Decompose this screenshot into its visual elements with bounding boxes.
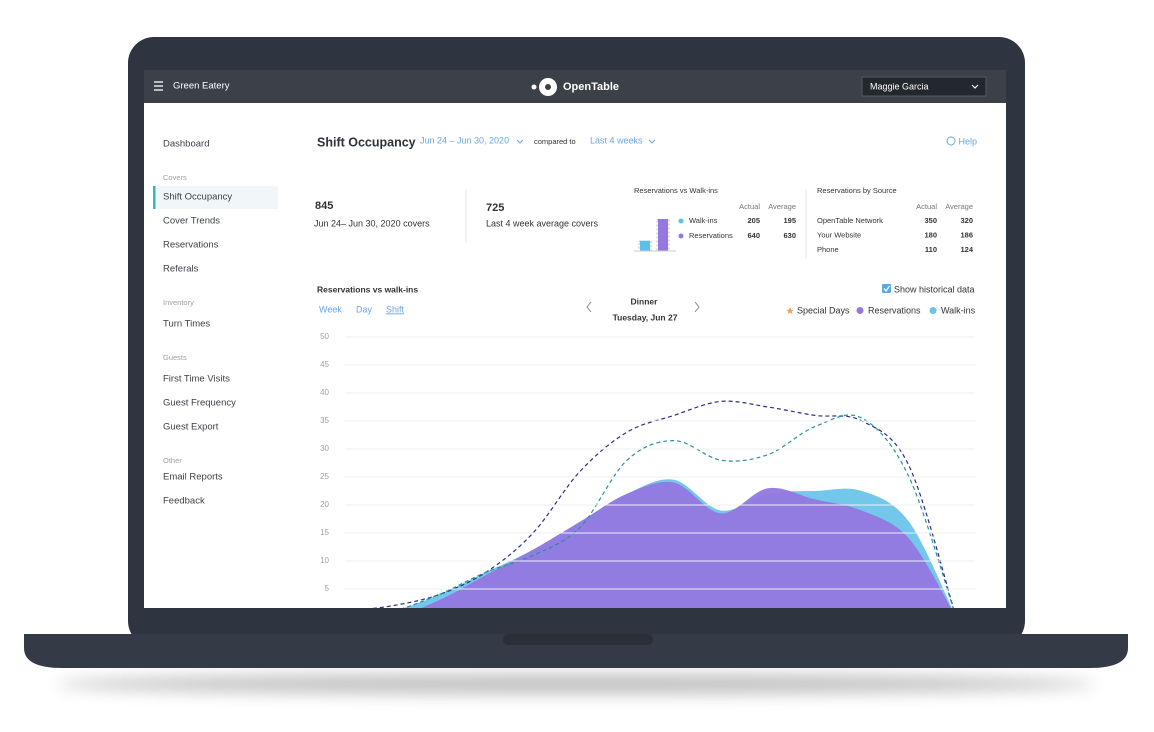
nav-heading: Guests bbox=[163, 353, 187, 362]
tab[interactable]: Day bbox=[356, 304, 373, 314]
nav-item[interactable]: Turn Times bbox=[163, 319, 210, 330]
historical-line bbox=[402, 414, 954, 608]
compare-label: compared to bbox=[534, 137, 576, 146]
chevron bbox=[648, 139, 656, 144]
nav-item[interactable]: Guest Frequency bbox=[163, 398, 236, 409]
active-item-bg bbox=[153, 186, 278, 209]
stat-value: 725 bbox=[486, 202, 504, 214]
row-average: 124 bbox=[960, 245, 973, 254]
checkmark bbox=[883, 285, 891, 293]
actual-bar bbox=[658, 219, 668, 251]
date: Tuesday, Jun 27 bbox=[613, 312, 678, 322]
row-actual: 180 bbox=[924, 230, 937, 239]
user-name[interactable]: Maggie Garcia bbox=[870, 81, 929, 91]
toggle-label[interactable]: Show historical data bbox=[894, 284, 975, 294]
date-picker[interactable]: Jun 24 – Jun 30, 2020 bbox=[420, 135, 509, 145]
laptop-base bbox=[24, 634, 1128, 668]
nav-item[interactable]: Guest Export bbox=[163, 422, 219, 433]
logo-text: OpenTable bbox=[563, 81, 619, 93]
logo-dot bbox=[531, 84, 537, 90]
tab[interactable]: Week bbox=[319, 304, 342, 314]
page-title: Shift Occupancy bbox=[317, 135, 416, 149]
row-actual: 350 bbox=[924, 216, 937, 225]
stat-label: Last 4 week average covers bbox=[486, 218, 599, 228]
y-tick-label: 30 bbox=[320, 444, 329, 453]
legend-label: Reservations bbox=[868, 305, 921, 315]
row-average: 186 bbox=[960, 230, 973, 239]
column-header: Average bbox=[768, 202, 796, 211]
historical-line bbox=[371, 400, 954, 608]
restaurant-name[interactable]: Green Eatery bbox=[173, 81, 230, 92]
menu-icon[interactable] bbox=[154, 81, 163, 91]
actual-bar bbox=[640, 240, 650, 251]
column-header: Average bbox=[945, 202, 973, 211]
legend-dot bbox=[856, 307, 864, 314]
user-dropdown[interactable] bbox=[861, 76, 987, 97]
logo-center bbox=[545, 84, 551, 90]
active-indicator bbox=[153, 186, 156, 209]
table-title: Reservations by Source bbox=[817, 186, 897, 195]
legend-label: Walk-ins bbox=[941, 305, 976, 315]
row-label: Your Website bbox=[817, 230, 861, 239]
nav-item[interactable]: First Time Visits bbox=[163, 374, 230, 385]
y-tick-label: 45 bbox=[320, 360, 329, 369]
nav-item[interactable]: Dashboard bbox=[163, 139, 209, 150]
nav-item[interactable]: Referals bbox=[163, 264, 199, 275]
y-tick-label: 25 bbox=[320, 472, 329, 481]
shadow bbox=[56, 674, 1096, 694]
chart-title: Reservations vs walk-ins bbox=[317, 284, 418, 294]
y-tick-label: 35 bbox=[320, 416, 329, 425]
legend-dot bbox=[929, 307, 937, 314]
legend-dot bbox=[678, 218, 684, 224]
row-label: OpenTable Network bbox=[817, 216, 883, 225]
row-average: 320 bbox=[960, 216, 973, 225]
chevron bbox=[971, 84, 979, 89]
prev-arrow[interactable] bbox=[586, 301, 592, 313]
y-tick-label: 5 bbox=[325, 584, 330, 593]
nav-heading: Covers bbox=[163, 173, 187, 182]
nav-item[interactable]: Cover Trends bbox=[163, 216, 220, 227]
nav-heading: Inventory bbox=[163, 298, 194, 307]
nav-item[interactable]: Reservations bbox=[163, 240, 219, 251]
laptop-notch bbox=[503, 634, 653, 645]
help-link[interactable]: Help bbox=[958, 136, 977, 146]
row-label: Phone bbox=[817, 245, 839, 254]
stat-value: 845 bbox=[315, 200, 333, 212]
column-header: Actual bbox=[916, 202, 937, 211]
y-tick-label: 40 bbox=[320, 388, 329, 397]
y-tick-label: 15 bbox=[320, 528, 329, 537]
area bbox=[421, 481, 951, 608]
row-actual: 205 bbox=[747, 216, 760, 225]
row-average: 630 bbox=[783, 231, 796, 240]
nav-item[interactable]: Feedback bbox=[163, 496, 205, 507]
legend-dot bbox=[678, 233, 684, 239]
row-actual: 640 bbox=[747, 231, 760, 240]
y-tick-label: 10 bbox=[320, 556, 329, 565]
plot bbox=[371, 400, 954, 608]
row-actual: 110 bbox=[925, 245, 937, 254]
compare-picker[interactable]: Last 4 weeks bbox=[590, 135, 643, 145]
stat-label: Jun 24– Jun 30, 2020 covers bbox=[314, 218, 430, 228]
nav-item[interactable]: Email Reports bbox=[163, 472, 223, 483]
row-label: Walk-ins bbox=[689, 216, 718, 225]
chevron bbox=[516, 139, 524, 144]
nav-item[interactable]: Shift Occupancy bbox=[163, 192, 232, 203]
nav-heading: Other bbox=[163, 456, 182, 465]
help-icon[interactable] bbox=[946, 136, 956, 146]
tab-active[interactable]: Shift bbox=[386, 304, 405, 314]
next-arrow[interactable] bbox=[694, 301, 700, 313]
y-tick-label: 20 bbox=[320, 500, 329, 509]
meal: Dinner bbox=[631, 296, 659, 306]
legend-star bbox=[786, 307, 794, 314]
row-average: 195 bbox=[783, 216, 796, 225]
column-header: Actual bbox=[739, 202, 760, 211]
legend-label: Special Days bbox=[797, 305, 850, 315]
table-title: Reservations vs Walk-ins bbox=[634, 186, 718, 195]
checkbox[interactable] bbox=[882, 284, 891, 293]
y-tick-label: 50 bbox=[320, 332, 329, 341]
row-label: Reservations bbox=[689, 231, 733, 240]
